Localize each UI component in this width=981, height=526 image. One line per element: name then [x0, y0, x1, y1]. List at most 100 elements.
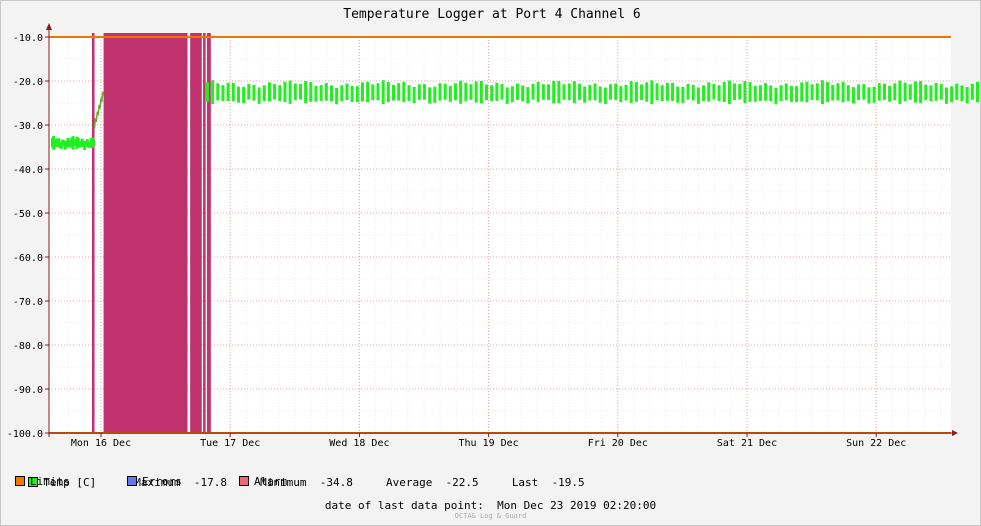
temp-data-bar: [893, 83, 897, 101]
temp-data-bar: [593, 83, 597, 101]
last-label: Last: [511, 476, 539, 489]
temp-data-bar: [970, 83, 974, 100]
temp-data-bar: [691, 84, 695, 101]
temp-data-bar: [557, 80, 561, 104]
temp-data-bar: [407, 85, 411, 101]
x-tick-label: Fri 20 Dec: [588, 438, 648, 449]
temp-data-bar: [531, 83, 535, 100]
temp-data-bar: [448, 85, 452, 102]
temp-data-bar: [567, 83, 571, 101]
temp-data-bar: [676, 86, 680, 103]
temp-data-bar: [226, 82, 230, 101]
legend-alarm-label: Alarm: [254, 475, 288, 488]
temp-data-bar: [624, 84, 628, 101]
temp-data-bar: [955, 83, 959, 100]
temp-data-bar: [598, 86, 602, 103]
temp-data-bar: [329, 85, 333, 102]
temp-data-bar: [340, 85, 344, 102]
temp-data-bar: [872, 86, 876, 103]
temp-data-bar: [324, 82, 328, 101]
temp-data-bar: [609, 84, 613, 100]
temp-data-bar: [665, 82, 669, 101]
maximum-value: -17.8: [193, 476, 227, 489]
temp-data-bar: [851, 87, 855, 104]
temp-data-bar: [304, 81, 308, 104]
temp-data-bar: [59, 142, 63, 149]
temp-data-bar: [278, 85, 282, 102]
temp-data-bar: [836, 83, 840, 101]
temp-data-bar: [702, 85, 706, 102]
temp-data-bar: [216, 83, 220, 101]
temp-data-bar: [784, 83, 788, 101]
legend-limits-label: Limits: [30, 475, 70, 488]
temp-data-bar: [748, 82, 752, 102]
legend-errors-label: Errors: [142, 475, 182, 488]
temp-data-bar: [485, 84, 489, 101]
temp-data-bar: [335, 87, 339, 105]
temp-data-bar: [552, 80, 556, 104]
x-tick-label: Tue 17 Dec: [200, 438, 260, 449]
temp-data-bar: [438, 83, 442, 101]
y-tick-label: -40.0: [13, 165, 43, 176]
temp-data-bar: [619, 86, 623, 103]
temp-data-bar: [696, 87, 700, 104]
temp-data-bar: [634, 82, 638, 102]
temp-data-bar: [583, 86, 587, 103]
temp-data-bar: [505, 87, 509, 104]
alarm-bands: [91, 33, 211, 433]
temp-data-bar: [371, 84, 375, 101]
temp-data-bar: [603, 87, 607, 104]
temp-data-bar: [758, 85, 762, 101]
temp-data-bar: [464, 82, 468, 102]
x-tick-label: Sat 21 Dec: [717, 438, 777, 449]
temp-data-bar: [681, 86, 685, 104]
temp-data-bar: [640, 84, 644, 101]
temp-data-bar: [221, 85, 225, 101]
temp-data-bar: [650, 80, 654, 105]
temp-data-bar: [360, 82, 364, 102]
temp-data-bar: [350, 86, 354, 102]
temp-data-bar: [588, 84, 592, 101]
x-tick-labels: Mon 16 Dec Tue 17 Dec Wed 18 Dec Thu 19 Dec…: [71, 433, 906, 449]
temp-data-bar: [867, 87, 871, 104]
temp-data-bar: [578, 83, 582, 100]
limits-swatch: [15, 476, 25, 486]
temp-data-bar: [815, 83, 819, 101]
temp-data-bar: [712, 83, 716, 100]
temp-data-bar: [309, 82, 313, 102]
temp-data-bar: [903, 82, 907, 102]
alarm-swatch: [239, 476, 249, 486]
temp-data-bar: [516, 83, 520, 100]
temp-swatch: [28, 477, 39, 487]
x-tick-label: Wed 18 Dec: [329, 438, 389, 449]
temp-data-bar: [412, 86, 416, 104]
last-data-point: date of last data point: Mon Dec 23 2019…: [0, 499, 981, 512]
temp-data-bar: [846, 85, 850, 102]
temp-data-bar: [386, 81, 390, 103]
temp-data-bar: [820, 80, 824, 105]
temp-data-bar: [397, 83, 401, 101]
temp-data-bar: [660, 85, 664, 102]
temp-data-bar: [92, 140, 96, 146]
y-tick-label: -50.0: [13, 209, 43, 220]
temp-data-bar: [629, 81, 633, 103]
temp-data-bar: [211, 80, 215, 105]
temp-data-bar: [293, 83, 297, 101]
x-tick-label: Thu 19 Dec: [458, 438, 518, 449]
temp-data-bar: [707, 82, 711, 102]
temp-data-bar: [960, 85, 964, 102]
temp-data-bar: [500, 84, 504, 100]
temp-data-bar: [764, 83, 768, 101]
temp-data-bar: [929, 85, 933, 102]
temp-data-bar: [443, 83, 447, 100]
temp-data-bar: [231, 82, 235, 101]
legend-row-1: Temp [C] Maximum -17.8 Minimum -34.8 Aver…: [15, 463, 585, 489]
temp-data-bar: [459, 80, 463, 104]
alarm-band: [206, 33, 211, 433]
temp-data-bar: [738, 83, 742, 100]
temp-data-bar: [924, 84, 928, 101]
temp-series: [50, 80, 979, 151]
temp-data-bar: [376, 83, 380, 101]
temp-data-bar: [428, 87, 432, 104]
temp-data-bar: [474, 81, 478, 103]
